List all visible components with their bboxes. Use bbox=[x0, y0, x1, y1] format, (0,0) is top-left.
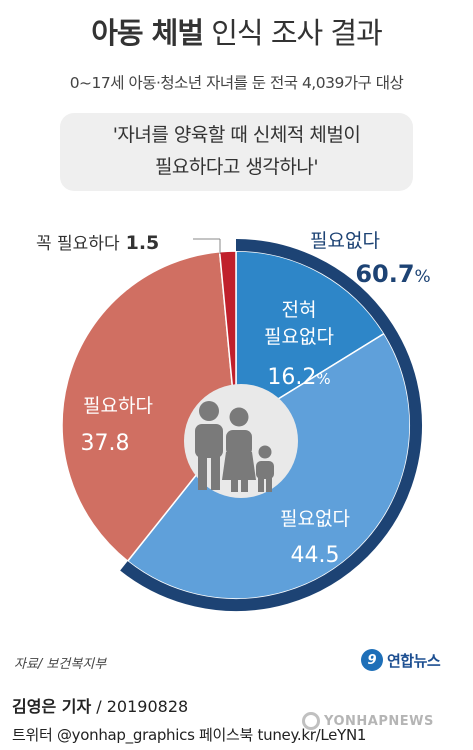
label-very-unneeded-2: 필요없다 bbox=[264, 326, 334, 348]
value-very-unneeded-num: 16.2 bbox=[267, 365, 316, 390]
pie-slice-3 bbox=[61, 250, 237, 563]
value-must: 1.5 bbox=[126, 232, 160, 254]
question-line-1: '자녀를 양육할 때 신체적 체벌이 bbox=[112, 124, 361, 146]
family-icon bbox=[184, 384, 298, 498]
page-title: 아동 체벌 인식 조사 결과 bbox=[0, 10, 473, 52]
value-group-num: 60.7 bbox=[355, 260, 414, 288]
value-very-unneeded-pct: % bbox=[316, 370, 330, 388]
title-light: 인식 조사 결과 bbox=[211, 16, 383, 50]
value-unneeded: 44.5 bbox=[291, 543, 340, 568]
question-line-2: 필요하다고 생각하나' bbox=[154, 156, 319, 178]
reporter-name: 김영은 기자 bbox=[12, 697, 92, 716]
pie-slice-1 bbox=[235, 250, 386, 427]
label-must-text: 꼭 필요하다 bbox=[36, 234, 120, 254]
value-very-unneeded: 16.2% bbox=[267, 365, 330, 390]
group-outer-arc bbox=[120, 239, 422, 611]
title-bold: 아동 체벌 bbox=[91, 16, 204, 50]
label-very-unneeded-1: 전혀 bbox=[282, 299, 317, 321]
watermark-text: YONHAPNEWS bbox=[324, 713, 434, 729]
value-group: 60.7% bbox=[355, 260, 430, 288]
watermark: YONHAPNEWS bbox=[302, 712, 434, 730]
subtitle: 0~17세 아동·청소년 자녀를 둔 전국 4,039가구 대상 bbox=[69, 74, 404, 92]
value-needed: 37.8 bbox=[81, 431, 130, 456]
brand: 9 연합뉴스 bbox=[361, 646, 441, 674]
value-group-pct: % bbox=[415, 267, 431, 287]
watermark-circle-icon bbox=[302, 712, 320, 730]
label-unneeded: 필요없다 bbox=[280, 508, 350, 530]
social-links: 트위터 @yonhap_graphics 페이스북 tuney.kr/LeYN1 bbox=[12, 726, 367, 744]
brand-name: 연합뉴스 bbox=[387, 651, 441, 670]
question-box: '자녀를 양육할 때 신체적 체벌이 필요하다고 생각하나' bbox=[60, 113, 413, 191]
source-note: 자료/ 보건복지부 bbox=[14, 657, 107, 672]
reporter-credit: 김영은 기자 / 20190828 bbox=[12, 693, 188, 717]
label-must: 꼭 필요하다 1.5 bbox=[36, 232, 159, 254]
reporter-date: / 20190828 bbox=[91, 697, 189, 716]
label-group: 필요없다 bbox=[310, 230, 380, 252]
yonhap-logo-icon: 9 bbox=[361, 649, 383, 671]
label-needed: 필요하다 bbox=[83, 395, 153, 417]
